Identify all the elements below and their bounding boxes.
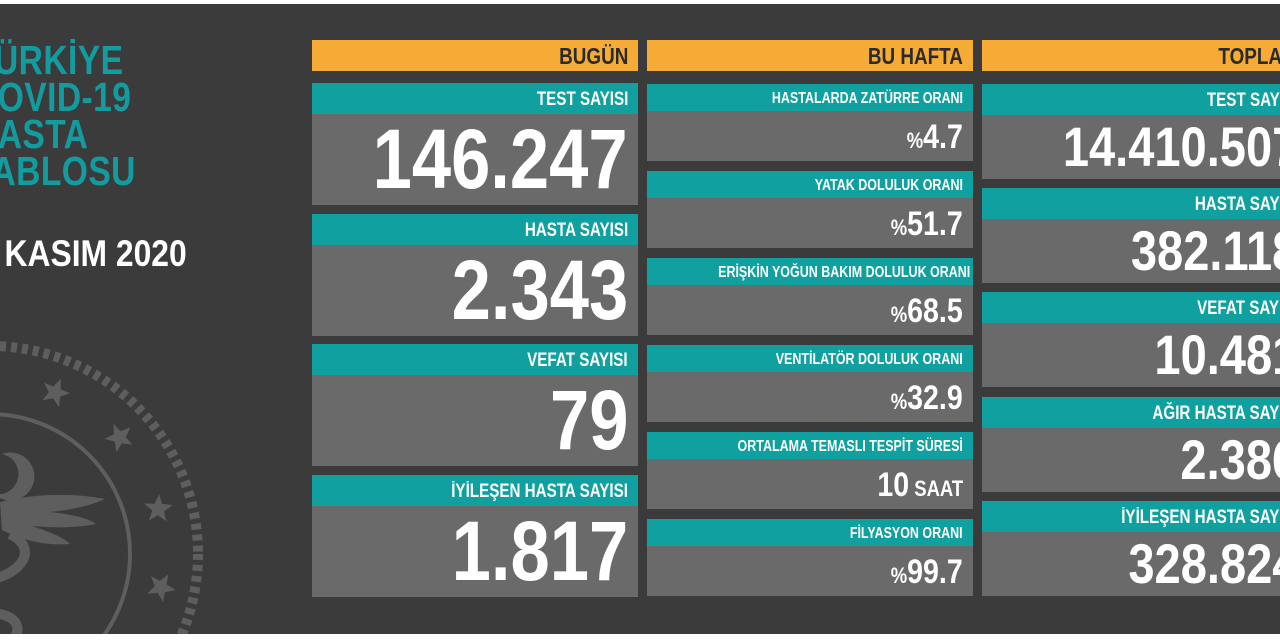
card-label: AĞIR HASTA SAYISI bbox=[982, 397, 1280, 428]
column-header-this-week: BU HAFTA bbox=[647, 40, 973, 71]
card-label: FİLYASYON ORANI bbox=[647, 519, 973, 546]
card-label: TEST SAYISI bbox=[982, 84, 1280, 115]
card-value: %99.7 bbox=[647, 546, 973, 596]
card-label: VEFAT SAYISI bbox=[312, 344, 638, 375]
card-label: ORTALAMA TEMASLI TESPİT SÜRESİ bbox=[647, 432, 973, 459]
card-label: HASTALARDA ZATÜRRE ORANI bbox=[647, 84, 973, 111]
card-value: %68.5 bbox=[647, 285, 973, 335]
today-test-card: TEST SAYISI 146.247 bbox=[312, 83, 638, 205]
card-value: 14.410.507 bbox=[982, 115, 1280, 179]
today-deaths-card: VEFAT SAYISI 79 bbox=[312, 344, 638, 466]
ministry-seal-icon bbox=[0, 341, 203, 634]
title-line-2: COVID-19 bbox=[0, 74, 132, 120]
total-cases-card: HASTA SAYISI 382.118 bbox=[982, 188, 1280, 283]
card-value: 382.118 bbox=[982, 219, 1280, 283]
card-label: TEST SAYISI bbox=[312, 83, 638, 114]
card-value: %32.9 bbox=[647, 372, 973, 422]
report-date: 9 KASIM 2020 bbox=[0, 233, 187, 274]
column-header-today: BUGÜN bbox=[312, 40, 638, 71]
title-line-3: HASTA bbox=[0, 111, 89, 157]
card-value: 10.481 bbox=[982, 323, 1280, 387]
total-recovered-card: İYİLEŞEN HASTA SAYISI 328.824 bbox=[982, 501, 1280, 596]
title-line-1: TÜRKİYE bbox=[0, 37, 124, 83]
today-cases-card: HASTA SAYISI 2.343 bbox=[312, 214, 638, 336]
week-filiation-rate-card: FİLYASYON ORANI %99.7 bbox=[647, 519, 973, 596]
card-value: 1.817 bbox=[312, 506, 638, 597]
card-value: %4.7 bbox=[647, 111, 973, 161]
card-value: 10 SAAT bbox=[647, 459, 973, 509]
card-value: %51.7 bbox=[647, 198, 973, 248]
card-label: VEFAT SAYISI bbox=[982, 292, 1280, 323]
week-icu-occupancy-card: ERİŞKİN YOĞUN BAKIM DOLULUK ORANI %68.5 bbox=[647, 258, 973, 335]
column-header-total: TOPLAM bbox=[982, 40, 1280, 71]
week-contact-tracing-time-card: ORTALAMA TEMASLI TESPİT SÜRESİ 10 SAAT bbox=[647, 432, 973, 509]
card-label: YATAK DOLULUK ORANI bbox=[647, 171, 973, 198]
card-label: HASTA SAYISI bbox=[982, 188, 1280, 219]
card-value: 2.386 bbox=[982, 428, 1280, 492]
week-ventilator-occupancy-card: VENTİLATÖR DOLULUK ORANI %32.9 bbox=[647, 345, 973, 422]
card-value: 2.343 bbox=[312, 245, 638, 336]
total-severe-cases-card: AĞIR HASTA SAYISI 2.386 bbox=[982, 397, 1280, 492]
total-test-card: TEST SAYISI 14.410.507 bbox=[982, 84, 1280, 179]
card-value: 146.247 bbox=[312, 114, 638, 205]
card-label: İYİLEŞEN HASTA SAYISI bbox=[312, 475, 638, 506]
card-value: 79 bbox=[312, 375, 638, 466]
week-pneumonia-card: HASTALARDA ZATÜRRE ORANI %4.7 bbox=[647, 84, 973, 161]
card-label: İYİLEŞEN HASTA SAYISI bbox=[982, 501, 1280, 532]
card-label: VENTİLATÖR DOLULUK ORANI bbox=[647, 345, 973, 372]
card-label: HASTA SAYISI bbox=[312, 214, 638, 245]
total-deaths-card: VEFAT SAYISI 10.481 bbox=[982, 292, 1280, 387]
card-value: 328.824 bbox=[982, 532, 1280, 596]
today-recovered-card: İYİLEŞEN HASTA SAYISI 1.817 bbox=[312, 475, 638, 597]
week-bed-occupancy-card: YATAK DOLULUK ORANI %51.7 bbox=[647, 171, 973, 248]
card-label: ERİŞKİN YOĞUN BAKIM DOLULUK ORANI bbox=[647, 258, 973, 285]
